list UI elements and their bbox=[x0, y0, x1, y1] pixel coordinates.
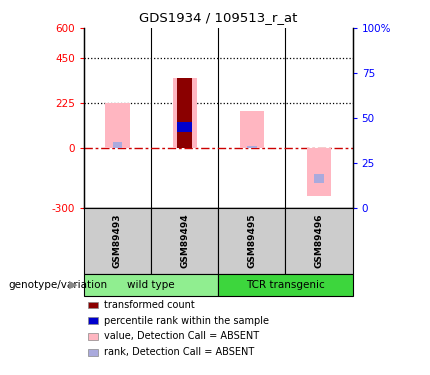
Bar bbox=[113, 142, 122, 148]
Text: ▶: ▶ bbox=[69, 280, 77, 290]
Text: TCR transgenic: TCR transgenic bbox=[246, 280, 325, 290]
Text: percentile rank within the sample: percentile rank within the sample bbox=[104, 316, 269, 326]
Bar bbox=[84, 274, 218, 296]
Bar bbox=[247, 146, 257, 148]
Bar bbox=[286, 208, 353, 274]
Bar bbox=[177, 78, 192, 148]
Bar bbox=[172, 78, 197, 148]
Bar bbox=[105, 103, 129, 148]
Bar bbox=[314, 174, 324, 183]
Bar bbox=[180, 122, 190, 132]
Text: GSM89496: GSM89496 bbox=[314, 214, 323, 268]
Text: GSM89494: GSM89494 bbox=[180, 214, 189, 268]
Text: genotype/variation: genotype/variation bbox=[9, 280, 108, 290]
Title: GDS1934 / 109513_r_at: GDS1934 / 109513_r_at bbox=[139, 11, 298, 24]
Text: wild type: wild type bbox=[127, 280, 175, 290]
Bar bbox=[218, 274, 353, 296]
Text: transformed count: transformed count bbox=[104, 300, 195, 310]
Bar bbox=[307, 148, 331, 196]
Bar bbox=[177, 122, 192, 132]
Bar bbox=[240, 111, 264, 148]
Text: GSM89493: GSM89493 bbox=[113, 214, 122, 268]
Bar bbox=[218, 208, 286, 274]
Bar bbox=[84, 208, 151, 274]
Bar bbox=[151, 208, 218, 274]
Text: value, Detection Call = ABSENT: value, Detection Call = ABSENT bbox=[104, 332, 259, 341]
Text: GSM89495: GSM89495 bbox=[247, 214, 256, 268]
Text: rank, Detection Call = ABSENT: rank, Detection Call = ABSENT bbox=[104, 347, 254, 357]
